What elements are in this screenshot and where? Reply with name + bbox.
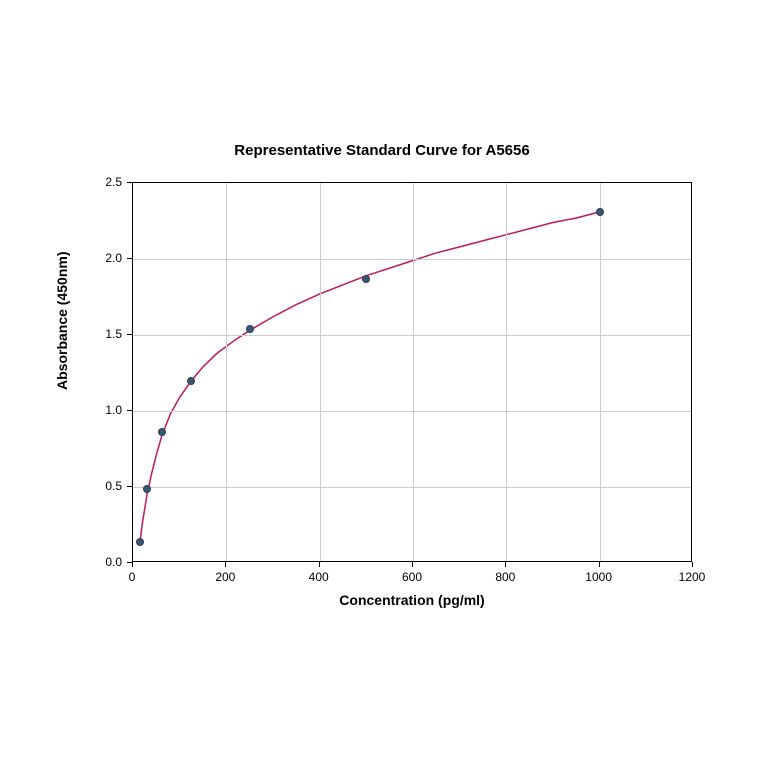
grid-line-horizontal <box>133 411 691 412</box>
x-tick <box>505 562 506 567</box>
y-tick <box>127 486 132 487</box>
y-tick-label: 1.0 <box>105 403 122 417</box>
x-tick-label: 200 <box>215 570 235 584</box>
x-tick-label: 1000 <box>585 570 612 584</box>
chart-title: Representative Standard Curve for A5656 <box>42 142 722 159</box>
y-tick <box>127 182 132 183</box>
y-tick <box>127 334 132 335</box>
curve-svg <box>133 183 691 561</box>
data-point <box>246 325 254 333</box>
x-axis-label: Concentration (pg/ml) <box>132 592 692 608</box>
grid-line-horizontal <box>133 259 691 260</box>
grid-line-vertical <box>320 183 321 561</box>
x-tick-label: 800 <box>495 570 515 584</box>
data-point <box>187 377 195 385</box>
grid-line-vertical <box>600 183 601 561</box>
data-point <box>158 428 166 436</box>
y-tick <box>127 562 132 563</box>
x-tick <box>225 562 226 567</box>
x-tick <box>319 562 320 567</box>
y-tick-label: 1.5 <box>105 327 122 341</box>
grid-line-vertical <box>413 183 414 561</box>
chart-container: Representative Standard Curve for A5656 … <box>42 132 722 632</box>
x-tick-label: 400 <box>309 570 329 584</box>
grid-line-horizontal <box>133 335 691 336</box>
data-point <box>143 485 151 493</box>
x-tick-label: 600 <box>402 570 422 584</box>
x-tick <box>599 562 600 567</box>
y-tick-label: 0.5 <box>105 479 122 493</box>
data-point <box>136 538 144 546</box>
x-tick <box>692 562 693 567</box>
x-tick <box>132 562 133 567</box>
x-tick-label: 1200 <box>679 570 706 584</box>
y-axis-label: Absorbance (450nm) <box>54 350 70 390</box>
y-tick-label: 0.0 <box>105 555 122 569</box>
x-tick <box>412 562 413 567</box>
fitted-curve <box>140 212 600 542</box>
y-tick <box>127 258 132 259</box>
y-tick-label: 2.5 <box>105 175 122 189</box>
grid-line-horizontal <box>133 487 691 488</box>
grid-line-vertical <box>506 183 507 561</box>
grid-line-vertical <box>226 183 227 561</box>
data-point <box>596 208 604 216</box>
data-point <box>362 275 370 283</box>
y-tick-label: 2.0 <box>105 251 122 265</box>
x-tick-label: 0 <box>129 570 136 584</box>
plot-area <box>132 182 692 562</box>
y-tick <box>127 410 132 411</box>
